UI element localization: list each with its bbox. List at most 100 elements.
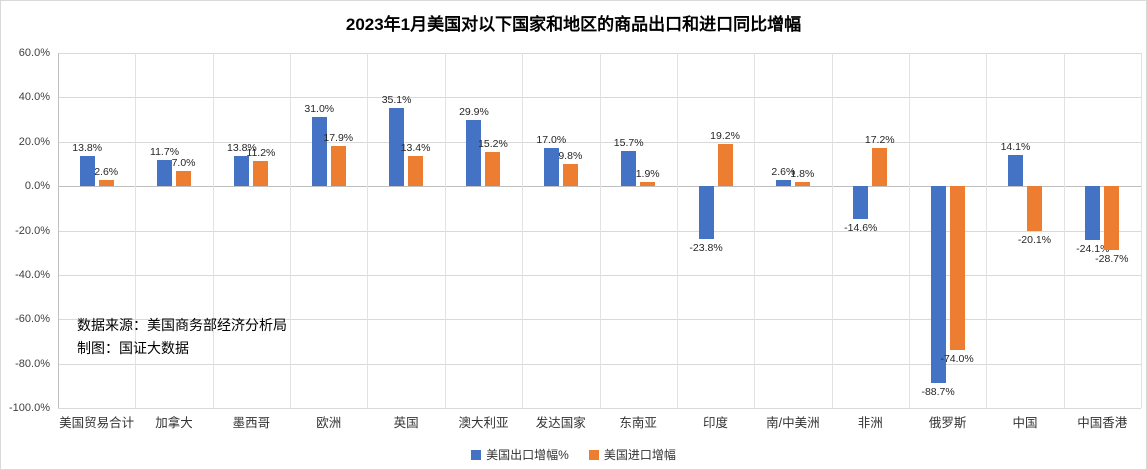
data-label: 35.1%	[381, 94, 412, 107]
legend: 美国出口增幅% 美国进口增幅	[1, 446, 1146, 463]
plot-area: 13.8% 11.7% 13.8% 31.0% 35.1% 29.9% 17.0% 15.7%…	[58, 53, 1142, 409]
export-bar-0	[79, 155, 95, 187]
x-tick-label: 欧洲	[316, 416, 342, 430]
data-label: 14.1%	[1000, 140, 1031, 153]
data-source-text: 数据来源：美国商务部经济分析局	[77, 317, 287, 333]
data-label: 17.2%	[864, 133, 895, 146]
data-label: 13.4%	[400, 142, 431, 155]
data-label: 17.0%	[536, 134, 567, 147]
legend-item-1: 美国进口增幅	[588, 446, 676, 463]
data-label: 2.6%	[94, 166, 119, 179]
export-bar-7	[621, 151, 637, 187]
import-bar-0	[98, 180, 114, 187]
y-tick-label: 0.0%	[24, 180, 50, 193]
import-bar-3	[330, 146, 346, 187]
v-gridline	[367, 53, 369, 408]
data-label: -20.1%	[1017, 233, 1052, 246]
x-tick-label: 发达国家	[535, 416, 586, 430]
data-label: -24.1%	[1076, 242, 1110, 255]
data-label: 29.9%	[459, 105, 489, 118]
data-label: 13.8%	[227, 141, 257, 154]
export-bar-11	[930, 186, 946, 383]
export-bar-2	[234, 155, 250, 187]
data-label: 17.9%	[323, 132, 354, 145]
y-tick-label: -100.0%	[9, 402, 50, 414]
data-label: -28.7%	[1095, 252, 1129, 265]
y-tick-label: -40.0%	[15, 268, 50, 281]
export-bar-13	[1085, 186, 1101, 240]
y-tick-label: -20.0%	[15, 224, 50, 237]
v-gridline	[754, 53, 756, 408]
import-bar-10	[872, 147, 888, 187]
legend-item-0: 美国出口增幅%	[471, 446, 569, 463]
data-label: 11.7%	[150, 146, 180, 159]
data-label: 1.9%	[635, 167, 660, 180]
v-gridline	[1141, 53, 1142, 408]
import-bar-2	[253, 161, 269, 187]
data-label: 15.2%	[478, 138, 508, 151]
v-gridline	[908, 53, 910, 408]
data-label: 11.2%	[246, 147, 276, 160]
export-bar-4	[389, 108, 405, 187]
x-tick-label: 中国香港	[1077, 416, 1128, 430]
h-gridline	[58, 408, 1141, 409]
export-bar-6	[543, 148, 559, 187]
import-bar-11	[949, 186, 965, 351]
y-tick-label: 60.0%	[18, 47, 50, 59]
v-gridline	[444, 53, 446, 408]
import-bar-8	[717, 143, 733, 187]
export-bar-1	[157, 160, 173, 187]
y-axis: 60.0% 40.0% 20.0% 0.0% -20.0% -40.0% -60.0% -80…	[1, 47, 53, 414]
data-label: -14.6%	[844, 221, 878, 234]
x-tick-label: 中国	[1012, 416, 1038, 430]
data-label: 31.0%	[304, 103, 335, 116]
import-bar-4	[408, 156, 424, 187]
import-bar-13	[1104, 186, 1120, 250]
export-bar-10	[853, 186, 869, 219]
data-label: -88.7%	[921, 385, 955, 398]
data-label: 15.7%	[613, 137, 644, 150]
x-tick-label: 东南亚	[619, 416, 657, 430]
v-gridline	[599, 53, 601, 408]
export-bar-9	[775, 180, 791, 187]
import-bar-12	[1026, 186, 1042, 231]
import-bar-6	[562, 164, 578, 187]
data-label: 19.2%	[710, 129, 740, 142]
import-bar-5	[485, 152, 501, 187]
y-tick-label: 20.0%	[18, 135, 50, 148]
data-label: 2.6%	[771, 166, 796, 179]
x-tick-label: 墨西哥	[232, 416, 271, 430]
v-gridline	[676, 53, 678, 408]
x-tick-label: 非洲	[857, 416, 883, 430]
x-tick-label: 美国贸易合计	[59, 416, 135, 430]
x-tick-label: 英国	[393, 416, 419, 430]
y-tick-label: 40.0%	[18, 91, 50, 104]
export-bar-8	[698, 186, 714, 239]
x-tick-label: 南/中美洲	[766, 416, 820, 430]
v-gridline	[986, 53, 988, 408]
source-note: 数据来源：美国商务部经济分析局 制图：国证大数据	[77, 314, 287, 360]
v-gridline	[522, 53, 524, 408]
export-bar-12	[1007, 154, 1023, 187]
data-label: 13.8%	[72, 141, 103, 154]
v-gridline	[212, 53, 214, 408]
data-label: 9.8%	[558, 150, 583, 163]
export-bar-5	[466, 119, 482, 187]
legend-label: 美国出口增幅%	[486, 448, 569, 462]
data-label: 7.0%	[171, 156, 196, 169]
export-bar-3	[311, 117, 327, 187]
x-tick-label: 加拿大	[155, 416, 193, 430]
chart-title: 2023年1月美国对以下国家和地区的商品出口和进口同比增幅	[345, 15, 802, 34]
y-axis-line	[58, 53, 59, 408]
v-gridline	[1063, 53, 1065, 408]
import-bar-1	[176, 170, 192, 187]
data-label: 1.8%	[790, 168, 815, 181]
x-tick-label: 澳大利亚	[458, 416, 509, 430]
y-tick-label: -80.0%	[15, 357, 50, 370]
legend-label: 美国进口增幅	[603, 448, 676, 462]
legend-swatch-icon	[471, 449, 482, 460]
legend-swatch-icon	[588, 449, 599, 460]
v-gridline	[290, 53, 292, 408]
import-bar-9	[794, 182, 810, 187]
